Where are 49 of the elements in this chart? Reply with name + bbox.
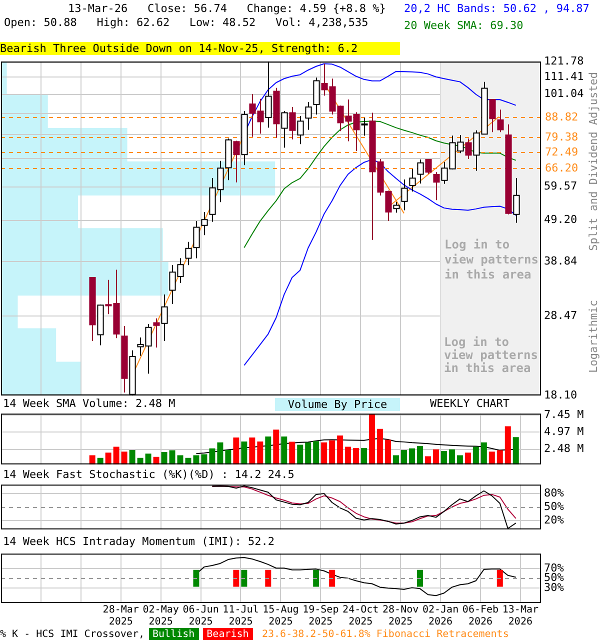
y-tick-label: 30% [544,581,564,594]
chart-title: 13-Mar-26 Close: 56.74 Change: 4.59 {+8.8 %} [68,2,386,15]
text: WEEKLY CHART [430,397,510,410]
x-tick-label: 19-Sep 2025 [302,604,339,628]
y-tick-label: 111.41 [544,70,584,84]
x-tick-label: 15-Aug 2025 [262,604,299,628]
y-tick-label: 4.97 M [544,424,584,438]
y-tick-label: 59.57 [544,180,578,193]
ref-line-label: 88.82 [545,110,578,124]
text: Bearish [202,628,253,640]
band-label: Log in to view patterns in this area [444,238,538,282]
x-tick-label: 02-Jan 2026 [422,604,459,628]
y-tick-label: 2.48 M [544,442,584,456]
annotation: Log in to view patterns in this area [444,335,539,375]
x-tick-label: 06-Jun 2025 [182,604,219,628]
text: Bullish [148,628,199,640]
x-tick-label: 11-Jul 2025 [222,604,259,628]
y-tick-label: 70% [544,561,564,574]
chart-title: 14 Week Fast Stochastic (%K)(%D) : 14.2 24.5 [3,468,294,481]
y-tick-label: 38.84 [544,254,578,268]
y-tick-label: 28.47 [544,308,578,322]
y-tick-label: 18.10 [544,388,578,402]
legend-title: % K - HCS IMI Crossover, [0,628,144,640]
x-tick-label: 06-Feb 2026 [462,604,499,628]
y-tick-label: 50% [544,500,564,513]
text: 20,2 HC Bands: 50.62 , 94.87 [404,2,590,15]
chart-subtitle: Open: 50.88 High: 62.62 Low: 48.52 Vol: 4,238,535 [4,16,368,29]
text: Logarithmic [587,300,600,373]
text: Bearish Three Outside Down on 14-Nov-25, Strength: 6.2 [0,42,400,55]
x-tick-label: 02-May 2025 [142,604,179,628]
chart-title: 14 Week HCS Intraday Momentum (IMI): 52.2 [3,535,275,548]
x-tick-label: 28-Mar 2025 [102,604,139,628]
y-tick-label: 121.78 [544,54,584,68]
y-tick-label: 49.20 [544,213,578,226]
ref-line-label: 66.20 [545,161,578,174]
x-tick-label: 28-Nov 2025 [382,604,419,628]
chart-title: 14 Week SMA Volume: 2.48 M [3,397,176,410]
y-tick-label: 80% [544,486,564,500]
y-axis-title: Split and Dividend Adjusted [587,72,600,251]
text: 20 Week SMA: 69.30 [404,19,524,32]
x-tick-label: 13-Mar 2026 [502,604,539,628]
y-tick-label: 20% [544,513,564,526]
ref-line-label: 79.38 [545,130,578,144]
text: Volume By Price [275,398,400,411]
y-tick-label: 7.45 M [544,408,584,421]
x-tick-label: 24-Oct 2025 [342,604,379,628]
text: 23.6-38.2-50-61.8% Fibonacci Retracements [262,628,509,640]
ref-line-label: 72.49 [545,145,578,158]
y-tick-label: 101.04 [544,87,584,100]
